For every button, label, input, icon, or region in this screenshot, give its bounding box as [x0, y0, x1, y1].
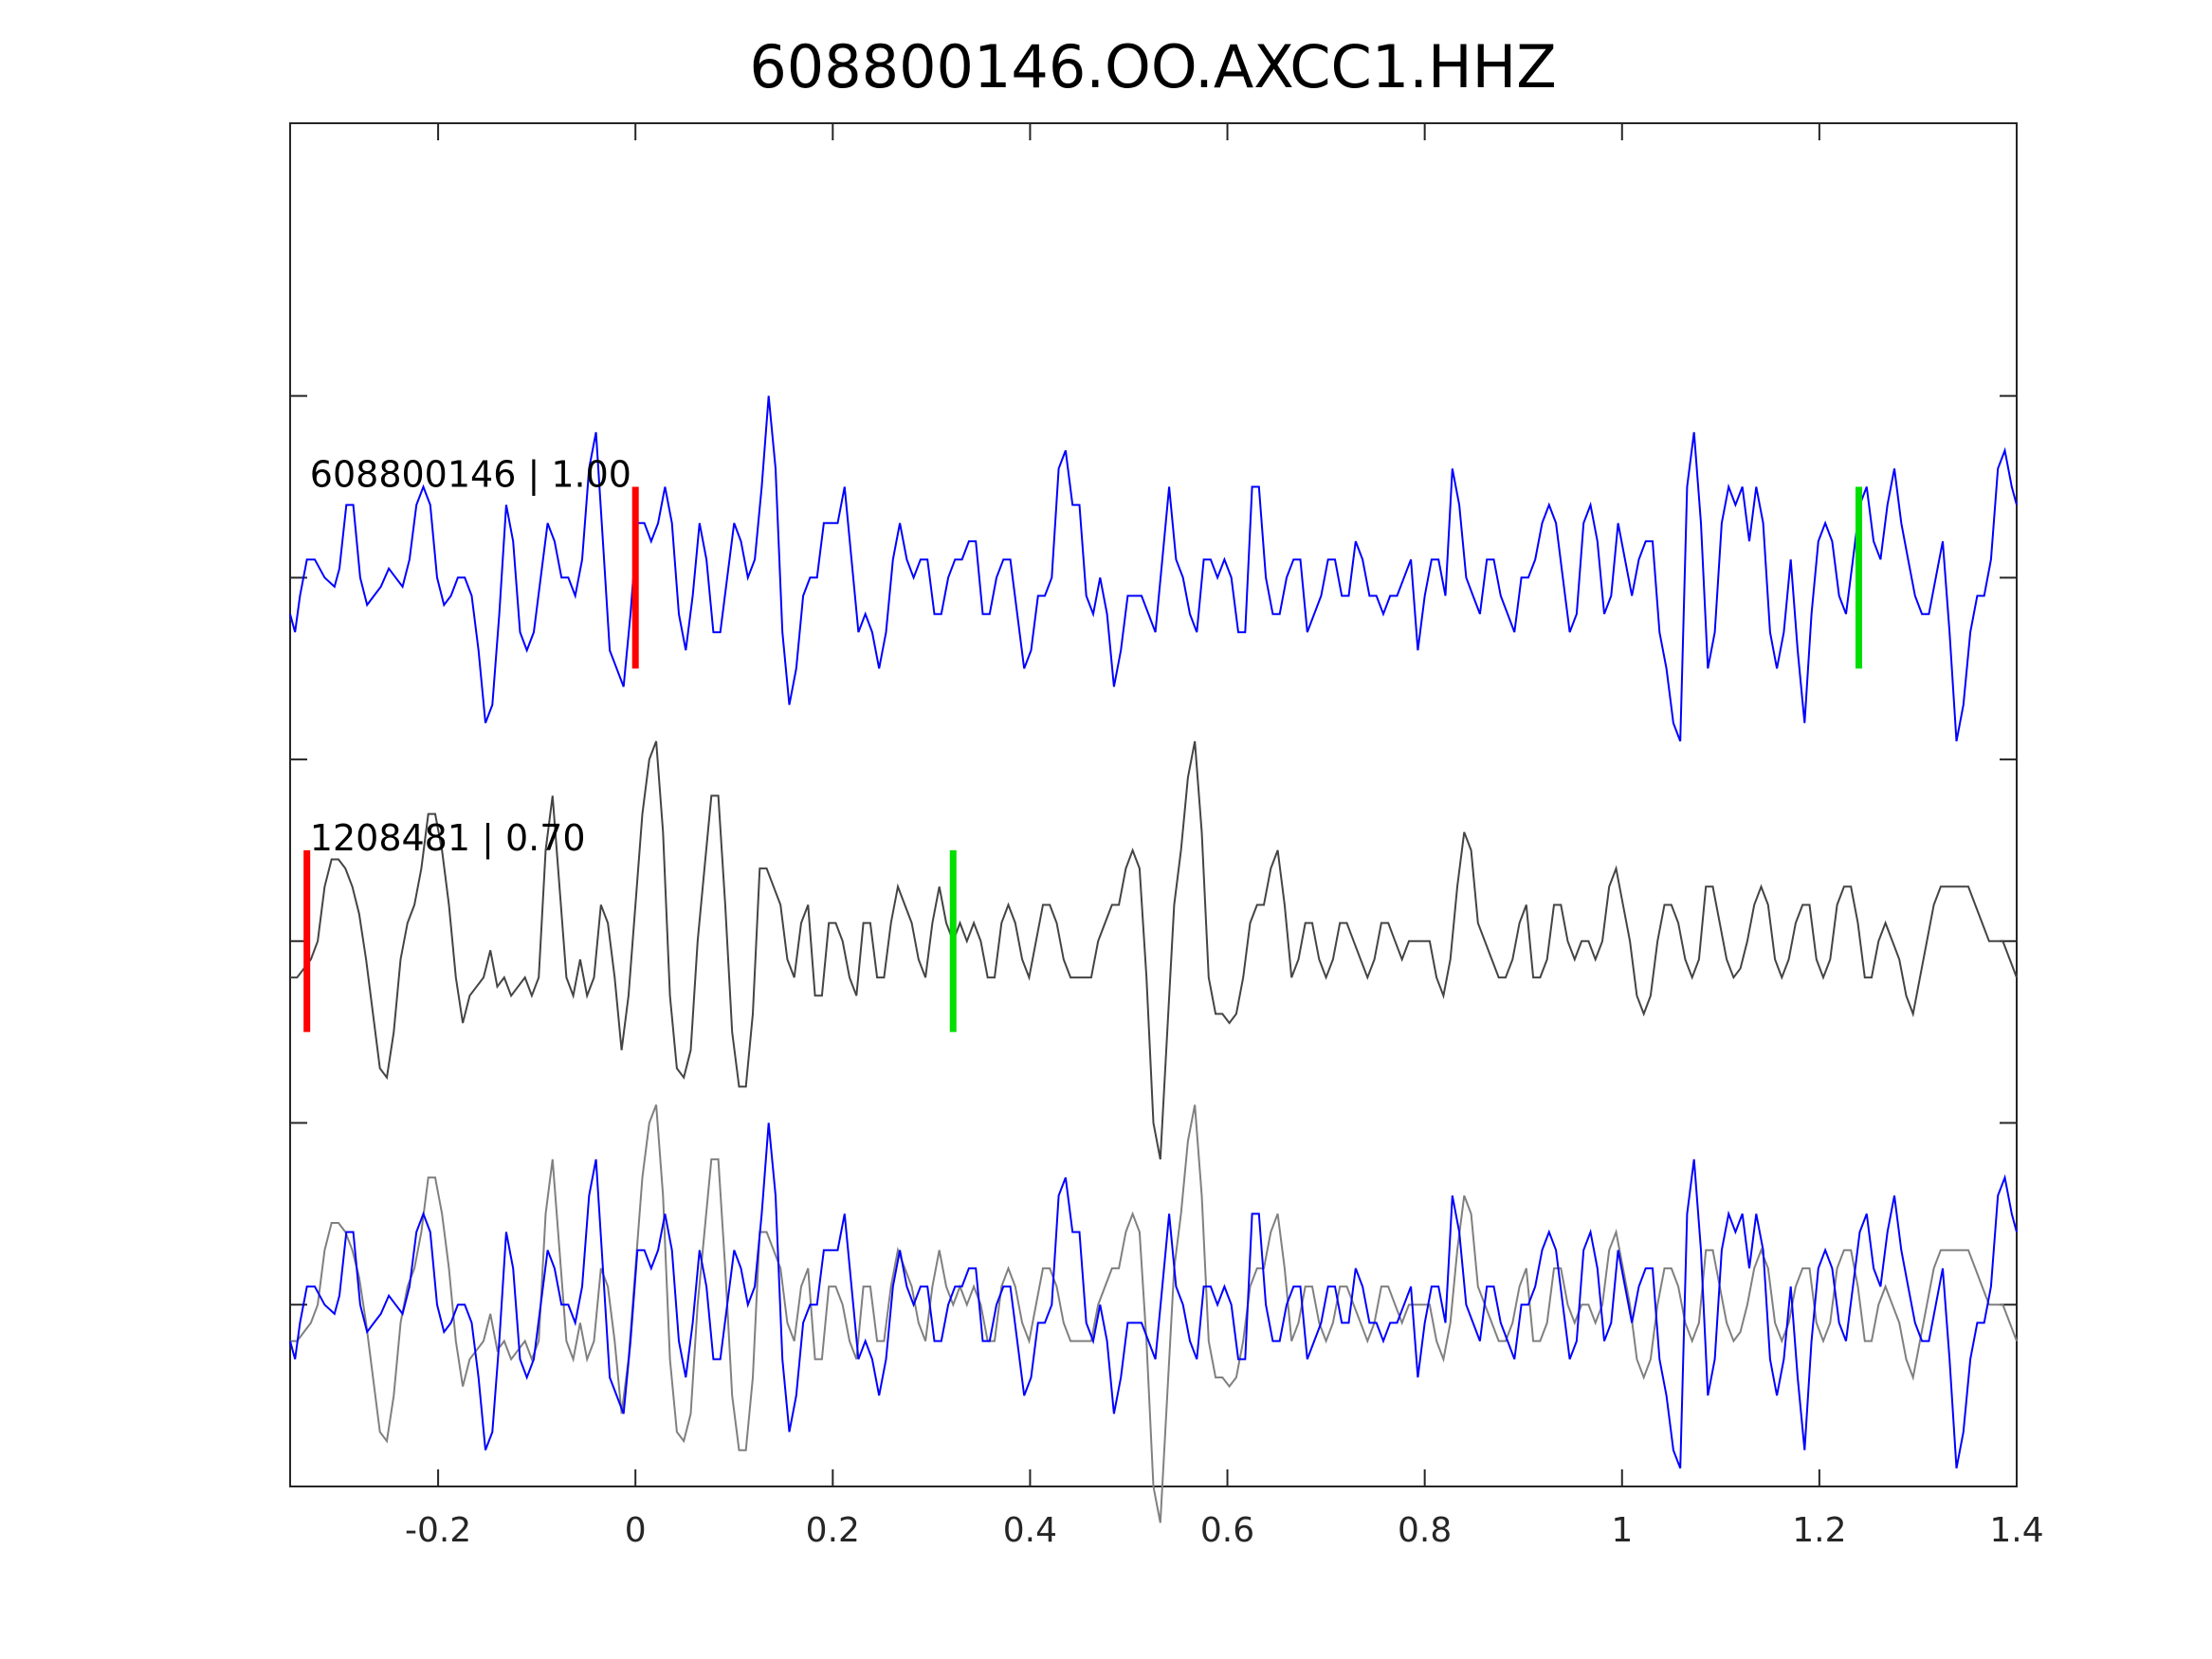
trace-label: 1208481 | 0.70: [310, 817, 586, 860]
x-tick-label: 0.8: [1398, 1511, 1452, 1550]
overlay-template-trace: [289, 1122, 2018, 1469]
x-tick-label: 1: [1611, 1511, 1633, 1550]
x-tick-label: 0.6: [1200, 1511, 1254, 1550]
candidate-trace: [290, 740, 2018, 1160]
x-tick-label: -0.2: [405, 1511, 471, 1550]
phase-picks: [303, 486, 1863, 1032]
x-tick-label: 0.4: [1003, 1511, 1057, 1550]
x-tick-label: 1.4: [1989, 1511, 2043, 1550]
template-trace: [289, 395, 2018, 742]
x-tick-label: 0: [625, 1511, 647, 1550]
chart-title: 608800146.OO.AXCC1.HHZ: [749, 32, 1556, 101]
trace-label: 608800146 | 1.00: [310, 453, 631, 496]
trace-labels: 608800146 | 1.00 1208481 | 0.70: [310, 453, 631, 859]
plot-axes-box: [289, 122, 2018, 1487]
overlay-candidate-trace: [290, 1104, 2018, 1523]
x-tick-label: 0.2: [806, 1511, 860, 1550]
x-tick-label: 1.2: [1792, 1511, 1846, 1550]
x-tick-labels: -0.2 0 0.2 0.4 0.6 0.8 1 1.2 1.4: [405, 1511, 2044, 1550]
waveform-traces: [289, 395, 2018, 1523]
